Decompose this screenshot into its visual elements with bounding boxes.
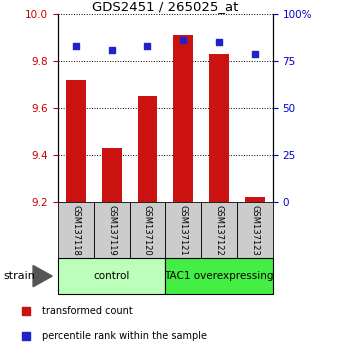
Point	[109, 47, 115, 53]
Bar	[237, 202, 273, 258]
Text: strain: strain	[3, 271, 35, 281]
Text: percentile rank within the sample: percentile rank within the sample	[42, 331, 207, 341]
Bar	[165, 258, 273, 294]
Title: GDS2451 / 265025_at: GDS2451 / 265025_at	[92, 0, 239, 13]
Bar	[174, 35, 193, 202]
Bar	[245, 197, 265, 202]
Bar	[130, 202, 165, 258]
Bar	[201, 202, 237, 258]
Point	[24, 333, 29, 339]
Text: TAC1 overexpressing: TAC1 overexpressing	[164, 271, 274, 281]
Bar	[102, 148, 121, 202]
Bar	[66, 80, 86, 202]
Text: GSM137123: GSM137123	[250, 205, 260, 256]
Point	[73, 43, 78, 49]
Text: transformed count: transformed count	[42, 306, 133, 316]
Text: control: control	[93, 271, 130, 281]
Polygon shape	[33, 266, 52, 287]
Bar	[165, 202, 201, 258]
Text: GSM137118: GSM137118	[71, 205, 80, 256]
Point	[24, 308, 29, 314]
Text: GSM137119: GSM137119	[107, 205, 116, 256]
Point	[216, 40, 222, 45]
Point	[181, 38, 186, 43]
Text: GSM137122: GSM137122	[214, 205, 224, 256]
Text: GSM137120: GSM137120	[143, 205, 152, 256]
Bar	[138, 96, 157, 202]
Point	[252, 51, 258, 56]
Bar	[209, 54, 229, 202]
Point	[145, 43, 150, 49]
Text: GSM137121: GSM137121	[179, 205, 188, 256]
Bar	[58, 258, 165, 294]
Bar	[58, 202, 94, 258]
Bar	[94, 202, 130, 258]
